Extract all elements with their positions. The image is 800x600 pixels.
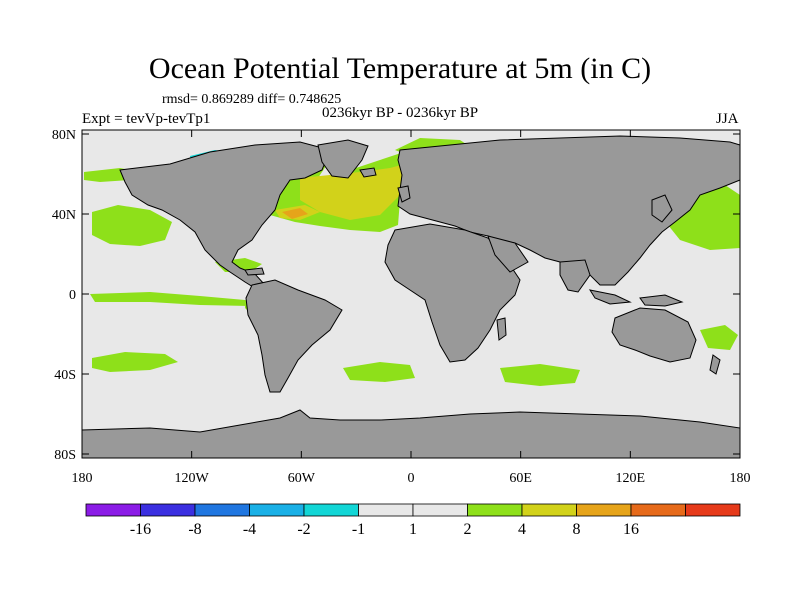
- land-new-guinea: [639, 294, 684, 307]
- season-label: JJA: [716, 111, 739, 127]
- colorbar-swatch: [303, 503, 359, 517]
- lat-tick-label: 80S: [54, 448, 76, 463]
- colorbar-label: -4: [243, 521, 256, 538]
- lon-tick-label: 60W: [288, 471, 316, 486]
- lat-tick-label: 0: [69, 288, 76, 303]
- colorbar-swatch: [412, 503, 468, 517]
- chart-title: Ocean Potential Temperature at 5m (in C): [148, 52, 652, 85]
- colorbar-swatch: [194, 503, 250, 517]
- land-japan: [651, 194, 673, 223]
- land-masses: [81, 135, 741, 459]
- lon-tick-label: 120W: [175, 471, 210, 486]
- land-south-america: [245, 279, 343, 393]
- anomaly-north-pacific-east: [92, 205, 172, 246]
- lon-tick-label: 180: [72, 471, 93, 486]
- colorbar-swatch: [630, 503, 686, 517]
- lon-tick-label: 0: [408, 471, 415, 486]
- colorbar-swatch: [576, 503, 632, 517]
- land-cuba: [244, 267, 265, 276]
- land-new-zealand: [709, 354, 721, 375]
- colorbar-label: 8: [573, 521, 581, 538]
- experiment-label: Expt = tevVp-tevTp1: [82, 111, 211, 127]
- anomaly-gulf-stream-core: [282, 208, 308, 219]
- map-area: 80N 40N 0 40S 80S 180 120W 60W 0 60E 120E 180: [52, 128, 751, 486]
- colorbar-label: -1: [352, 521, 365, 538]
- colorbar-label: 16: [623, 521, 639, 538]
- colorbar-swatch: [85, 503, 141, 517]
- land-india: [559, 259, 591, 293]
- land-iceland: [359, 167, 377, 178]
- land-indonesia: [588, 289, 632, 305]
- lat-tick-label: 80N: [52, 128, 76, 143]
- colorbar-label: 1: [409, 521, 417, 538]
- land-british-isles: [397, 185, 411, 203]
- land-eurasia: [397, 135, 741, 286]
- colorbar-label: -8: [188, 521, 201, 538]
- colorbar-label: 2: [464, 521, 472, 538]
- colorbar-swatch: [358, 503, 414, 517]
- anomaly-south-atlantic: [343, 362, 415, 382]
- anomaly-south-pacific: [92, 352, 178, 372]
- lat-tick-label: 40S: [54, 368, 76, 383]
- colorbar-label: -2: [297, 521, 310, 538]
- colorbar-swatch: [685, 503, 741, 517]
- land-greenland: [317, 139, 369, 179]
- anomaly-southern-indian: [500, 364, 580, 386]
- colorbar-label: -16: [130, 521, 151, 538]
- land-australia: [611, 307, 697, 363]
- colorbar-label: 4: [518, 521, 526, 538]
- colorbar: -16 -8 -4 -2 -1 1 2 4 8 16: [85, 503, 741, 538]
- land-arabia: [487, 235, 529, 273]
- colorbar-swatch: [521, 503, 577, 517]
- rmsd-diff-stats: rmsd= 0.869289 diff= 0.748625: [162, 92, 342, 107]
- anomaly-equatorial-pacific: [90, 292, 250, 306]
- lon-tick-label: 180: [730, 471, 751, 486]
- land-madagascar: [496, 317, 507, 341]
- lat-tick-label: 40N: [52, 208, 76, 223]
- colorbar-swatch: [467, 503, 523, 517]
- period-label: 0236kyr BP - 0236kyr BP: [322, 105, 479, 121]
- lon-tick-label: 60E: [509, 471, 532, 486]
- colorbar-swatch: [249, 503, 305, 517]
- axis-ticks: 80N 40N 0 40S 80S 180 120W 60W 0 60E 120E 180: [52, 128, 751, 486]
- anomaly-tasman: [700, 325, 738, 350]
- colorbar-swatch: [140, 503, 196, 517]
- lon-tick-label: 120E: [616, 471, 646, 486]
